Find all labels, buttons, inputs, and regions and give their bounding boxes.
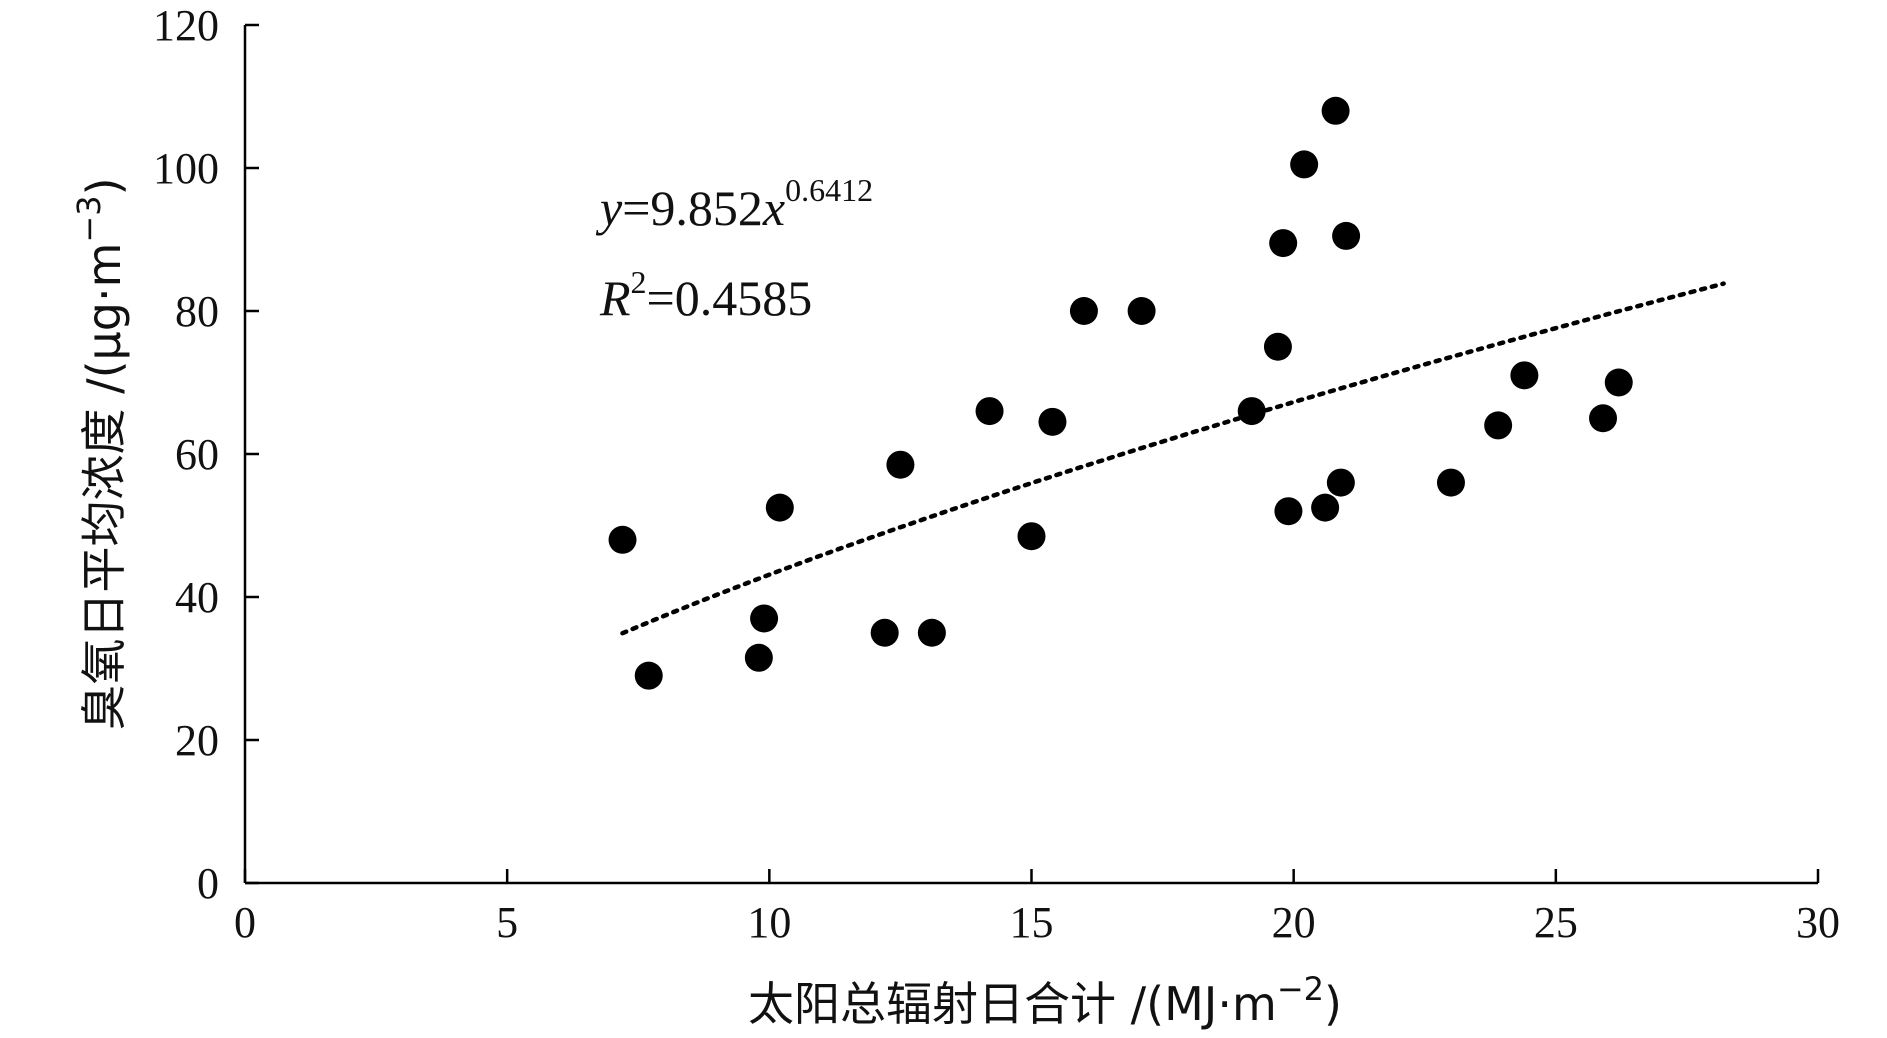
- y-tick-label: 60: [175, 430, 219, 479]
- data-point: [1269, 229, 1298, 258]
- data-point: [1436, 468, 1465, 497]
- data-point: [1069, 297, 1098, 325]
- data-point: [750, 604, 779, 633]
- data-point: [870, 618, 899, 647]
- y-tick-label: 40: [175, 573, 219, 622]
- y-axis-title: 臭氧日平均浓度 /(μg·m−3): [70, 177, 131, 730]
- x-tick-label: 25: [1534, 898, 1578, 947]
- data-point: [886, 450, 915, 479]
- data-point: [1332, 221, 1361, 250]
- x-tick-label: 5: [496, 898, 518, 947]
- data-point: [975, 397, 1004, 426]
- data-point: [917, 618, 946, 647]
- y-tick-label: 100: [153, 144, 219, 193]
- x-tick-label: 20: [1272, 898, 1316, 947]
- data-point: [1589, 404, 1618, 433]
- data-point: [1263, 332, 1292, 361]
- y-tick-label: 80: [175, 287, 219, 336]
- data-point: [1484, 411, 1513, 440]
- x-tick-label: 15: [1010, 898, 1054, 947]
- y-tick-label: 0: [197, 859, 219, 908]
- axes: [243, 25, 1818, 885]
- data-point: [1017, 522, 1046, 551]
- data-points: [608, 96, 1633, 690]
- x-ticks: 0 5 10 15 20 25 30: [234, 869, 1840, 947]
- y-tick-label: 20: [175, 716, 219, 765]
- data-point: [1038, 407, 1067, 436]
- data-point: [1311, 493, 1340, 522]
- power-trendline: [620, 281, 1726, 636]
- data-point: [1604, 368, 1633, 397]
- data-point: [1290, 150, 1319, 179]
- x-tick-label: 0: [234, 898, 256, 947]
- data-point: [1510, 361, 1539, 390]
- data-point: [1127, 297, 1156, 325]
- regression-equation: y=9.852x0.6412: [595, 172, 873, 236]
- data-point: [744, 643, 773, 672]
- x-tick-label: 10: [747, 898, 791, 947]
- r-squared-label: R2=0.4585: [599, 264, 812, 326]
- x-axis-title: 太阳总辐射日合计 /(MJ·m−2): [748, 970, 1342, 1031]
- data-point: [765, 493, 794, 522]
- y-tick-label: 120: [153, 1, 219, 50]
- data-point: [634, 661, 663, 690]
- data-point: [1326, 468, 1355, 497]
- data-point: [1321, 96, 1350, 125]
- data-point: [608, 525, 637, 554]
- x-tick-label: 30: [1796, 898, 1840, 947]
- data-point: [1237, 397, 1266, 426]
- data-point: [1274, 497, 1303, 526]
- y-ticks: 0 20 40 60 80 100 120: [153, 1, 259, 908]
